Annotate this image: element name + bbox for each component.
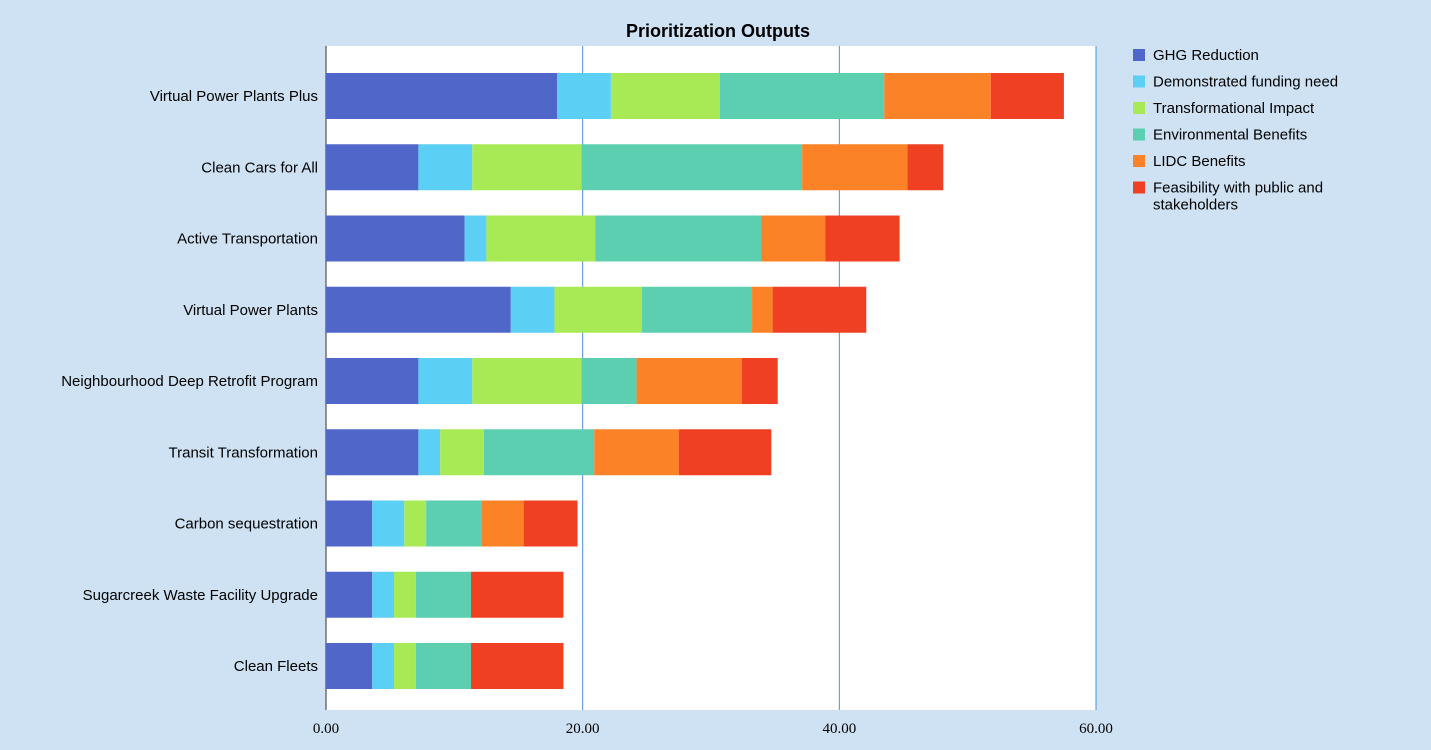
- bar-segment: [581, 144, 803, 191]
- bar-segment: [802, 144, 908, 191]
- x-axis-ticks: 0.00 20.00 40.00 60.00: [313, 721, 1113, 737]
- bar-segment: [394, 571, 416, 618]
- bar-segment: [483, 429, 595, 476]
- bar-segment: [907, 144, 944, 191]
- legend-swatch: [1133, 75, 1145, 88]
- bar-segment: [464, 215, 487, 262]
- legend-entry: Demonstrated funding need: [1153, 74, 1338, 91]
- legend-entry: Feasibility with public and stakeholders: [1153, 180, 1323, 214]
- bar-segment: [761, 215, 826, 262]
- bar-segment: [884, 73, 991, 119]
- legend-entry: GHG Reduction: [1153, 47, 1259, 64]
- x-tick-label: 60.00: [1079, 721, 1113, 737]
- bar-segment: [752, 286, 773, 333]
- category-label: Virtual Power Plants: [183, 302, 318, 319]
- bar-segment: [394, 643, 416, 689]
- bar-segment: [418, 144, 473, 191]
- category-label: Neighbourhood Deep Retrofit Program: [61, 373, 318, 390]
- bar-segment: [610, 73, 720, 119]
- bar-segment: [581, 358, 637, 404]
- legend-swatch: [1133, 102, 1145, 114]
- bar-segment: [372, 500, 405, 547]
- bar-segment: [471, 643, 564, 689]
- bar-segment: [741, 358, 778, 404]
- bar-segment: [418, 358, 473, 404]
- bar-segment: [719, 73, 885, 119]
- bar-segment: [471, 571, 564, 618]
- x-tick-label: 40.00: [822, 721, 856, 737]
- bar-segment: [326, 429, 419, 476]
- bar-segment: [772, 286, 867, 333]
- bar-segment: [510, 286, 555, 333]
- legend-swatch: [1133, 128, 1145, 141]
- bar-segment: [523, 500, 578, 547]
- legend: GHG Reduction Demonstrated funding need Tr…: [1133, 47, 1338, 214]
- bar-segment: [641, 286, 753, 333]
- bar-segment: [326, 358, 419, 404]
- bar-segment: [326, 286, 511, 333]
- bar-segment: [594, 429, 679, 476]
- category-label: Transit Transformation: [169, 444, 319, 461]
- bar-segment: [554, 286, 642, 333]
- bar-segment: [326, 500, 373, 547]
- bar-segment: [404, 500, 427, 547]
- x-tick-label: 20.00: [566, 721, 600, 737]
- category-label: Clean Fleets: [234, 658, 318, 675]
- bars: [326, 73, 1064, 689]
- category-label: Sugarcreek Waste Facility Upgrade: [83, 587, 318, 604]
- bar-segment: [472, 144, 582, 191]
- legend-entry: LIDC Benefits: [1153, 153, 1246, 170]
- bar-segment: [595, 215, 762, 262]
- legend-entry: Environmental Benefits: [1153, 127, 1307, 144]
- category-label: Clean Cars for All: [201, 159, 318, 176]
- bar-segment: [678, 429, 772, 476]
- bar-segment: [486, 215, 596, 262]
- category-label: Virtual Power Plants Plus: [150, 88, 318, 105]
- category-label: Carbon sequestration: [175, 516, 318, 533]
- bar-segment: [415, 571, 472, 618]
- bar-segment: [418, 429, 441, 476]
- bar-segment: [426, 500, 482, 547]
- bar-segment: [326, 215, 465, 262]
- bar-segment: [415, 643, 472, 689]
- x-tick-label: 0.00: [313, 721, 339, 737]
- bar-segment: [326, 144, 419, 191]
- bar-segment: [372, 643, 395, 689]
- bar-segment: [440, 429, 484, 476]
- bar-segment: [636, 358, 742, 404]
- bar-segment: [472, 358, 582, 404]
- bar-segment: [481, 500, 524, 547]
- legend-entry: Transformational Impact: [1153, 100, 1315, 117]
- legend-swatch: [1133, 155, 1145, 167]
- bar-segment: [825, 215, 900, 262]
- category-labels: Virtual Power Plants Plus Clean Cars for …: [61, 88, 318, 675]
- bar-segment: [326, 643, 373, 689]
- bar-segment: [990, 73, 1064, 119]
- category-label: Active Transportation: [177, 231, 318, 248]
- bar-segment: [326, 571, 373, 618]
- bar-segment: [557, 73, 611, 119]
- bar-segment: [326, 73, 557, 119]
- bar-segment: [372, 571, 395, 618]
- legend-swatch: [1133, 181, 1145, 194]
- chart-title: Prioritization Outputs: [626, 21, 810, 41]
- legend-swatch: [1133, 49, 1145, 61]
